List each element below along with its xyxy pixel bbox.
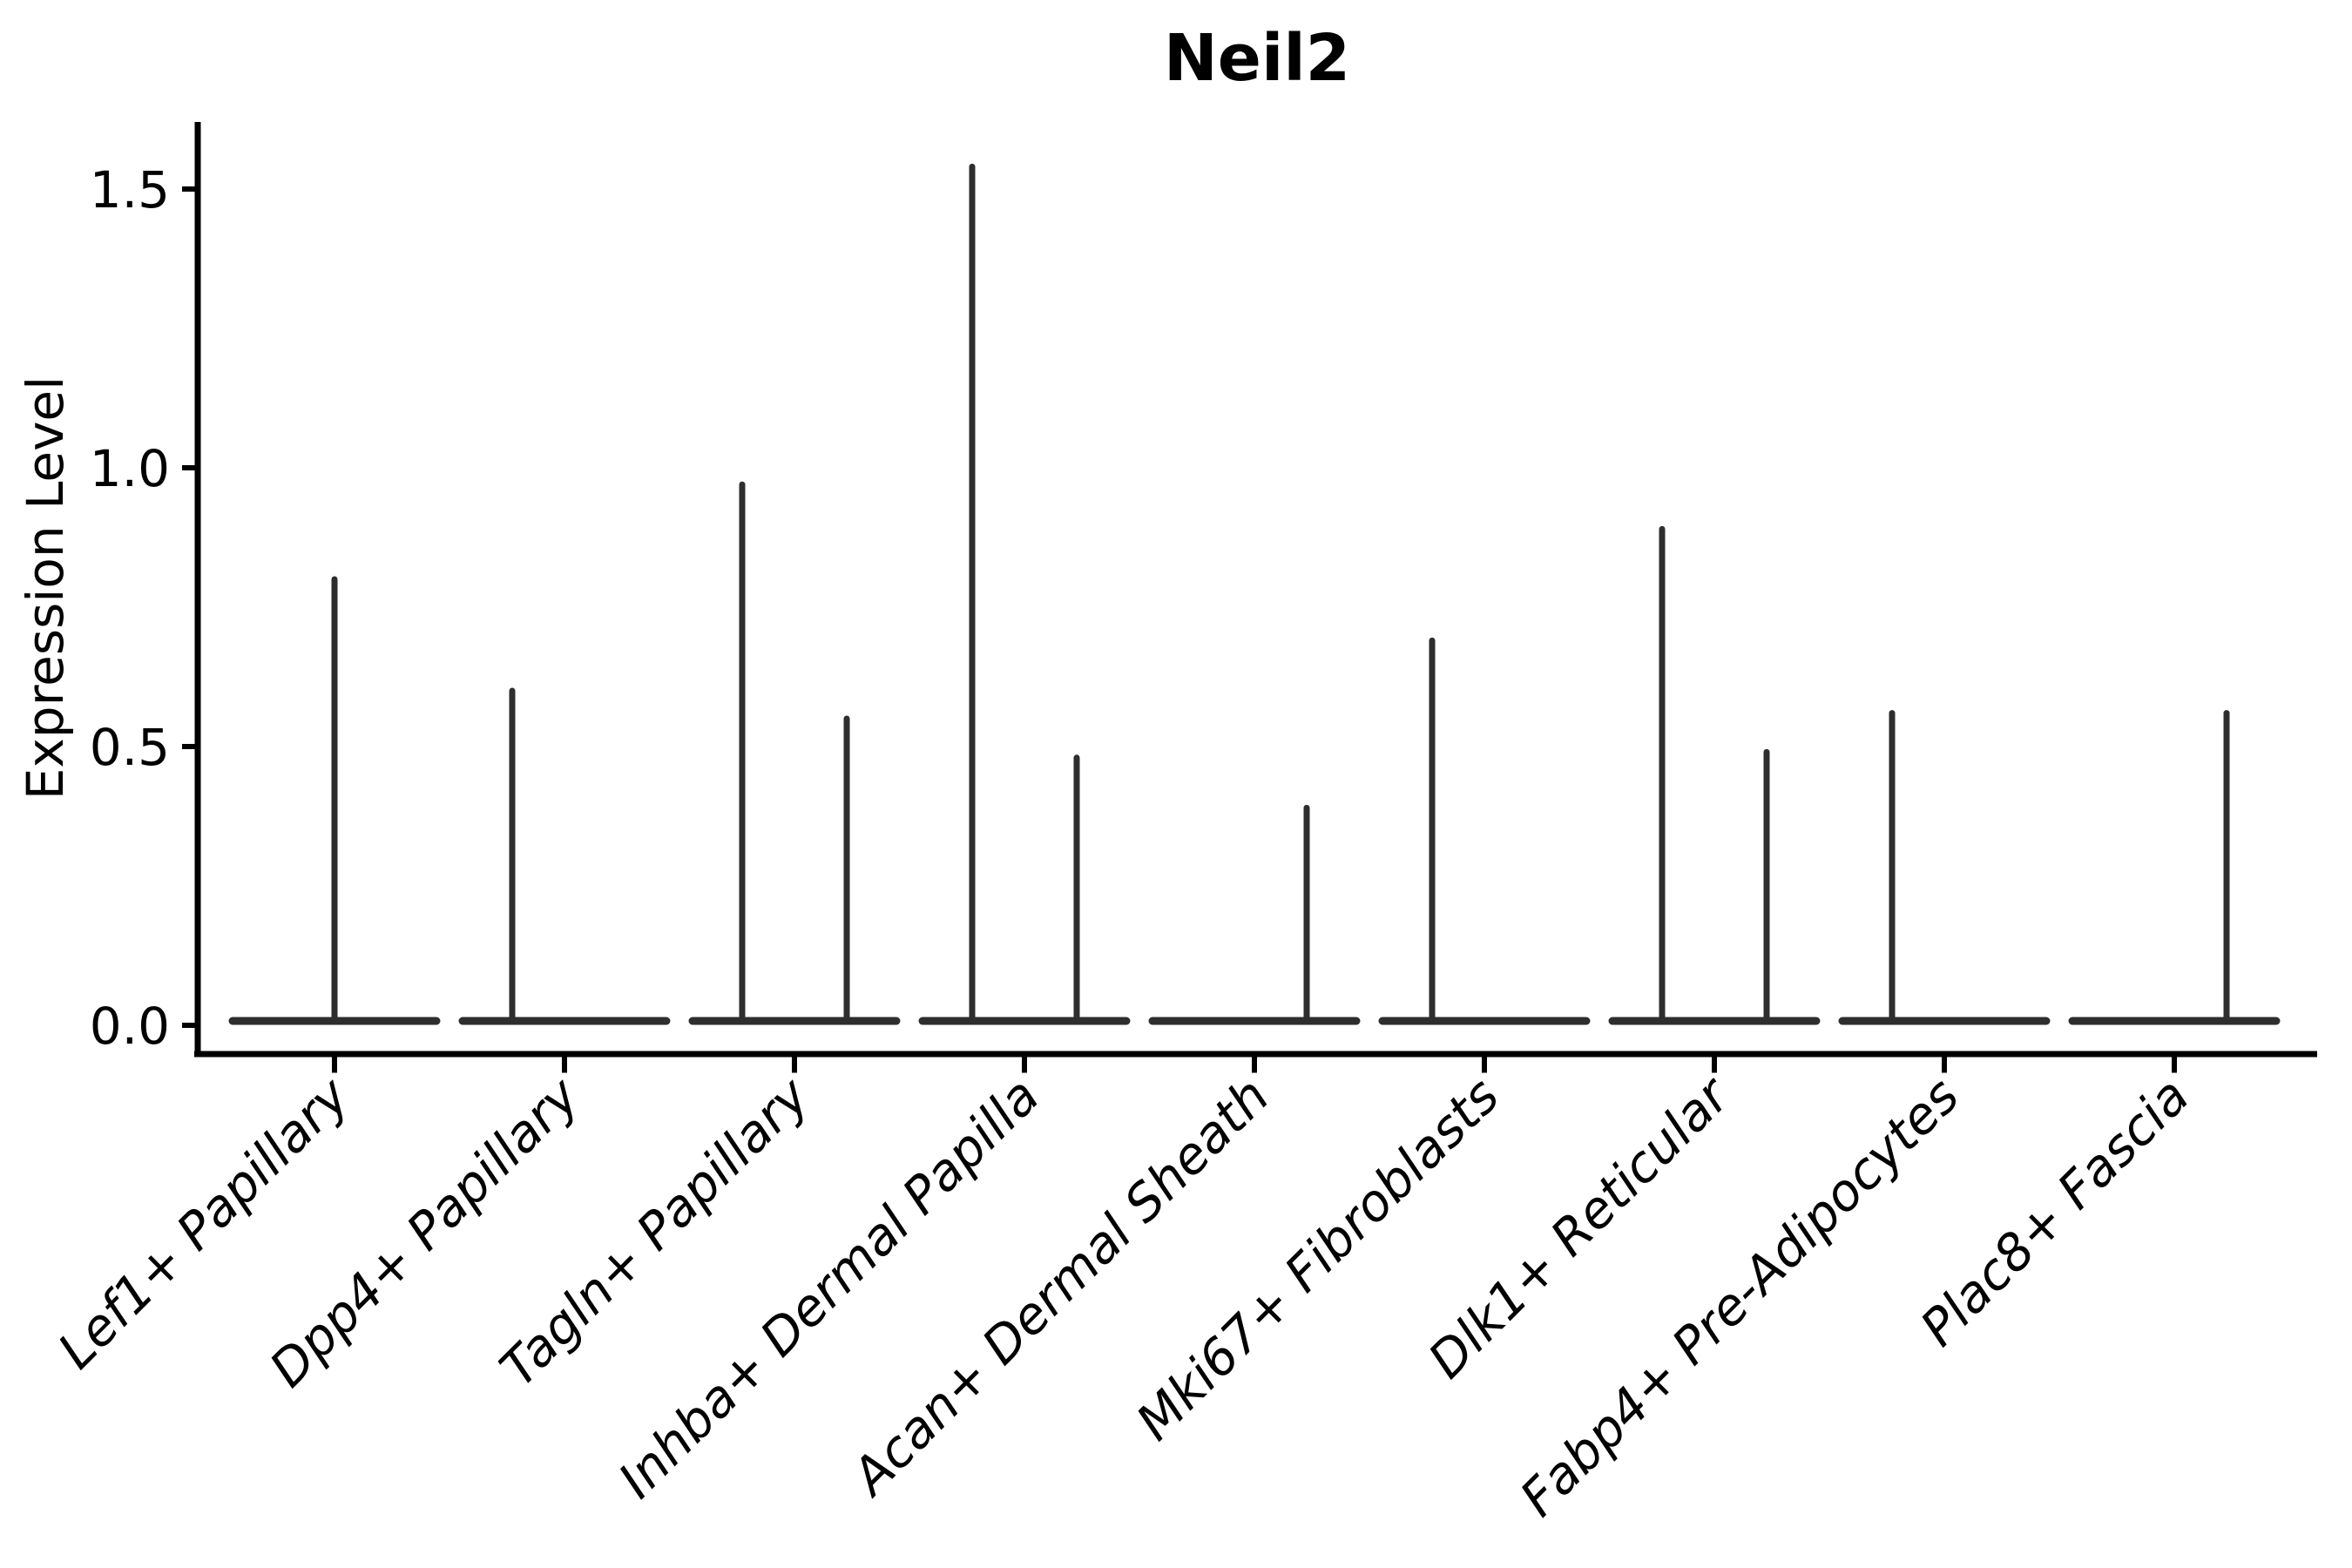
y-tick-label: 0.5 (90, 718, 170, 777)
axes-layer (182, 122, 2317, 1073)
y-tick-label: 1.0 (90, 439, 170, 498)
y-axis-label: Expression Level (16, 376, 75, 800)
x-tick-label: Inhba+ Dermal Papilla (607, 1066, 1051, 1510)
x-tick-label: Fabp4+ Pre-Adipocytes (1509, 1066, 1970, 1528)
y-tick-label: 0.0 (90, 997, 170, 1056)
plot-title: Neil2 (1164, 21, 1350, 96)
y-tick-label: 1.5 (90, 160, 170, 220)
violin-layer (228, 163, 2281, 1025)
x-tick-label: Acan+ Dermal Sheath (838, 1066, 1281, 1509)
